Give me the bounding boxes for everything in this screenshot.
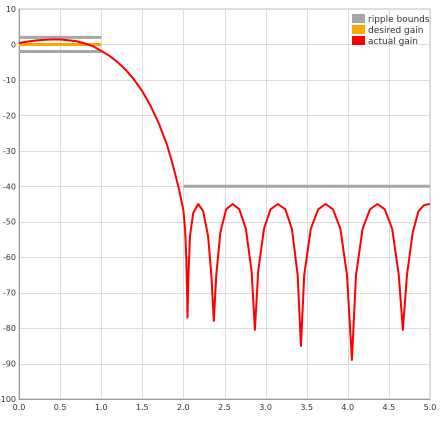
x-tick-label: 2.5 <box>218 403 231 412</box>
actual-gain-legend-swatch <box>352 36 365 45</box>
x-tick-label: 0.5 <box>54 403 67 412</box>
y-tick-label: -70 <box>3 289 16 298</box>
y-tick-label: -30 <box>3 147 16 156</box>
y-tick-label: 0 <box>11 40 16 49</box>
x-tick-label: 3.0 <box>259 403 272 412</box>
ripple-bounds-legend-label: ripple bounds <box>368 15 430 25</box>
plot-frame <box>18 8 431 400</box>
actual-gain-legend-label: actual gain <box>368 37 418 47</box>
x-tick-label: 5.0 <box>424 403 437 412</box>
actual-gain-line <box>18 38 431 361</box>
axes: 0.0 0.5 1.0 1.5 2.0 2.5 3.0 3.5 4.0 4.5 5.0 10 0 -10 -… <box>0 5 436 412</box>
y-tick-label: 10 <box>6 5 16 14</box>
y-tick-label: -20 <box>3 111 16 120</box>
y-tick-label: -10 <box>3 76 16 85</box>
ripple-bounds-legend-swatch <box>352 14 365 23</box>
y-tick-label: -40 <box>3 182 16 191</box>
x-tick-label: 0.0 <box>13 403 26 412</box>
desired-gain-legend-label: desired gain <box>368 26 424 36</box>
x-tick-label: 4.5 <box>383 403 396 412</box>
y-tick-label: -100 <box>0 395 16 404</box>
desired-gain-legend-swatch <box>352 25 365 34</box>
y-tick-label: -80 <box>3 324 16 333</box>
y-tick-label: -90 <box>3 360 16 369</box>
x-tick-label: 1.5 <box>136 403 149 412</box>
x-tick-label: 2.0 <box>177 403 190 412</box>
y-tick-label: -50 <box>3 218 16 227</box>
grid <box>18 8 431 400</box>
x-tick-label: 3.5 <box>300 403 313 412</box>
y-tick-label: -60 <box>3 253 16 262</box>
x-tick-label: 1.0 <box>95 403 108 412</box>
series <box>18 35 431 361</box>
x-tick-label: 4.0 <box>341 403 354 412</box>
